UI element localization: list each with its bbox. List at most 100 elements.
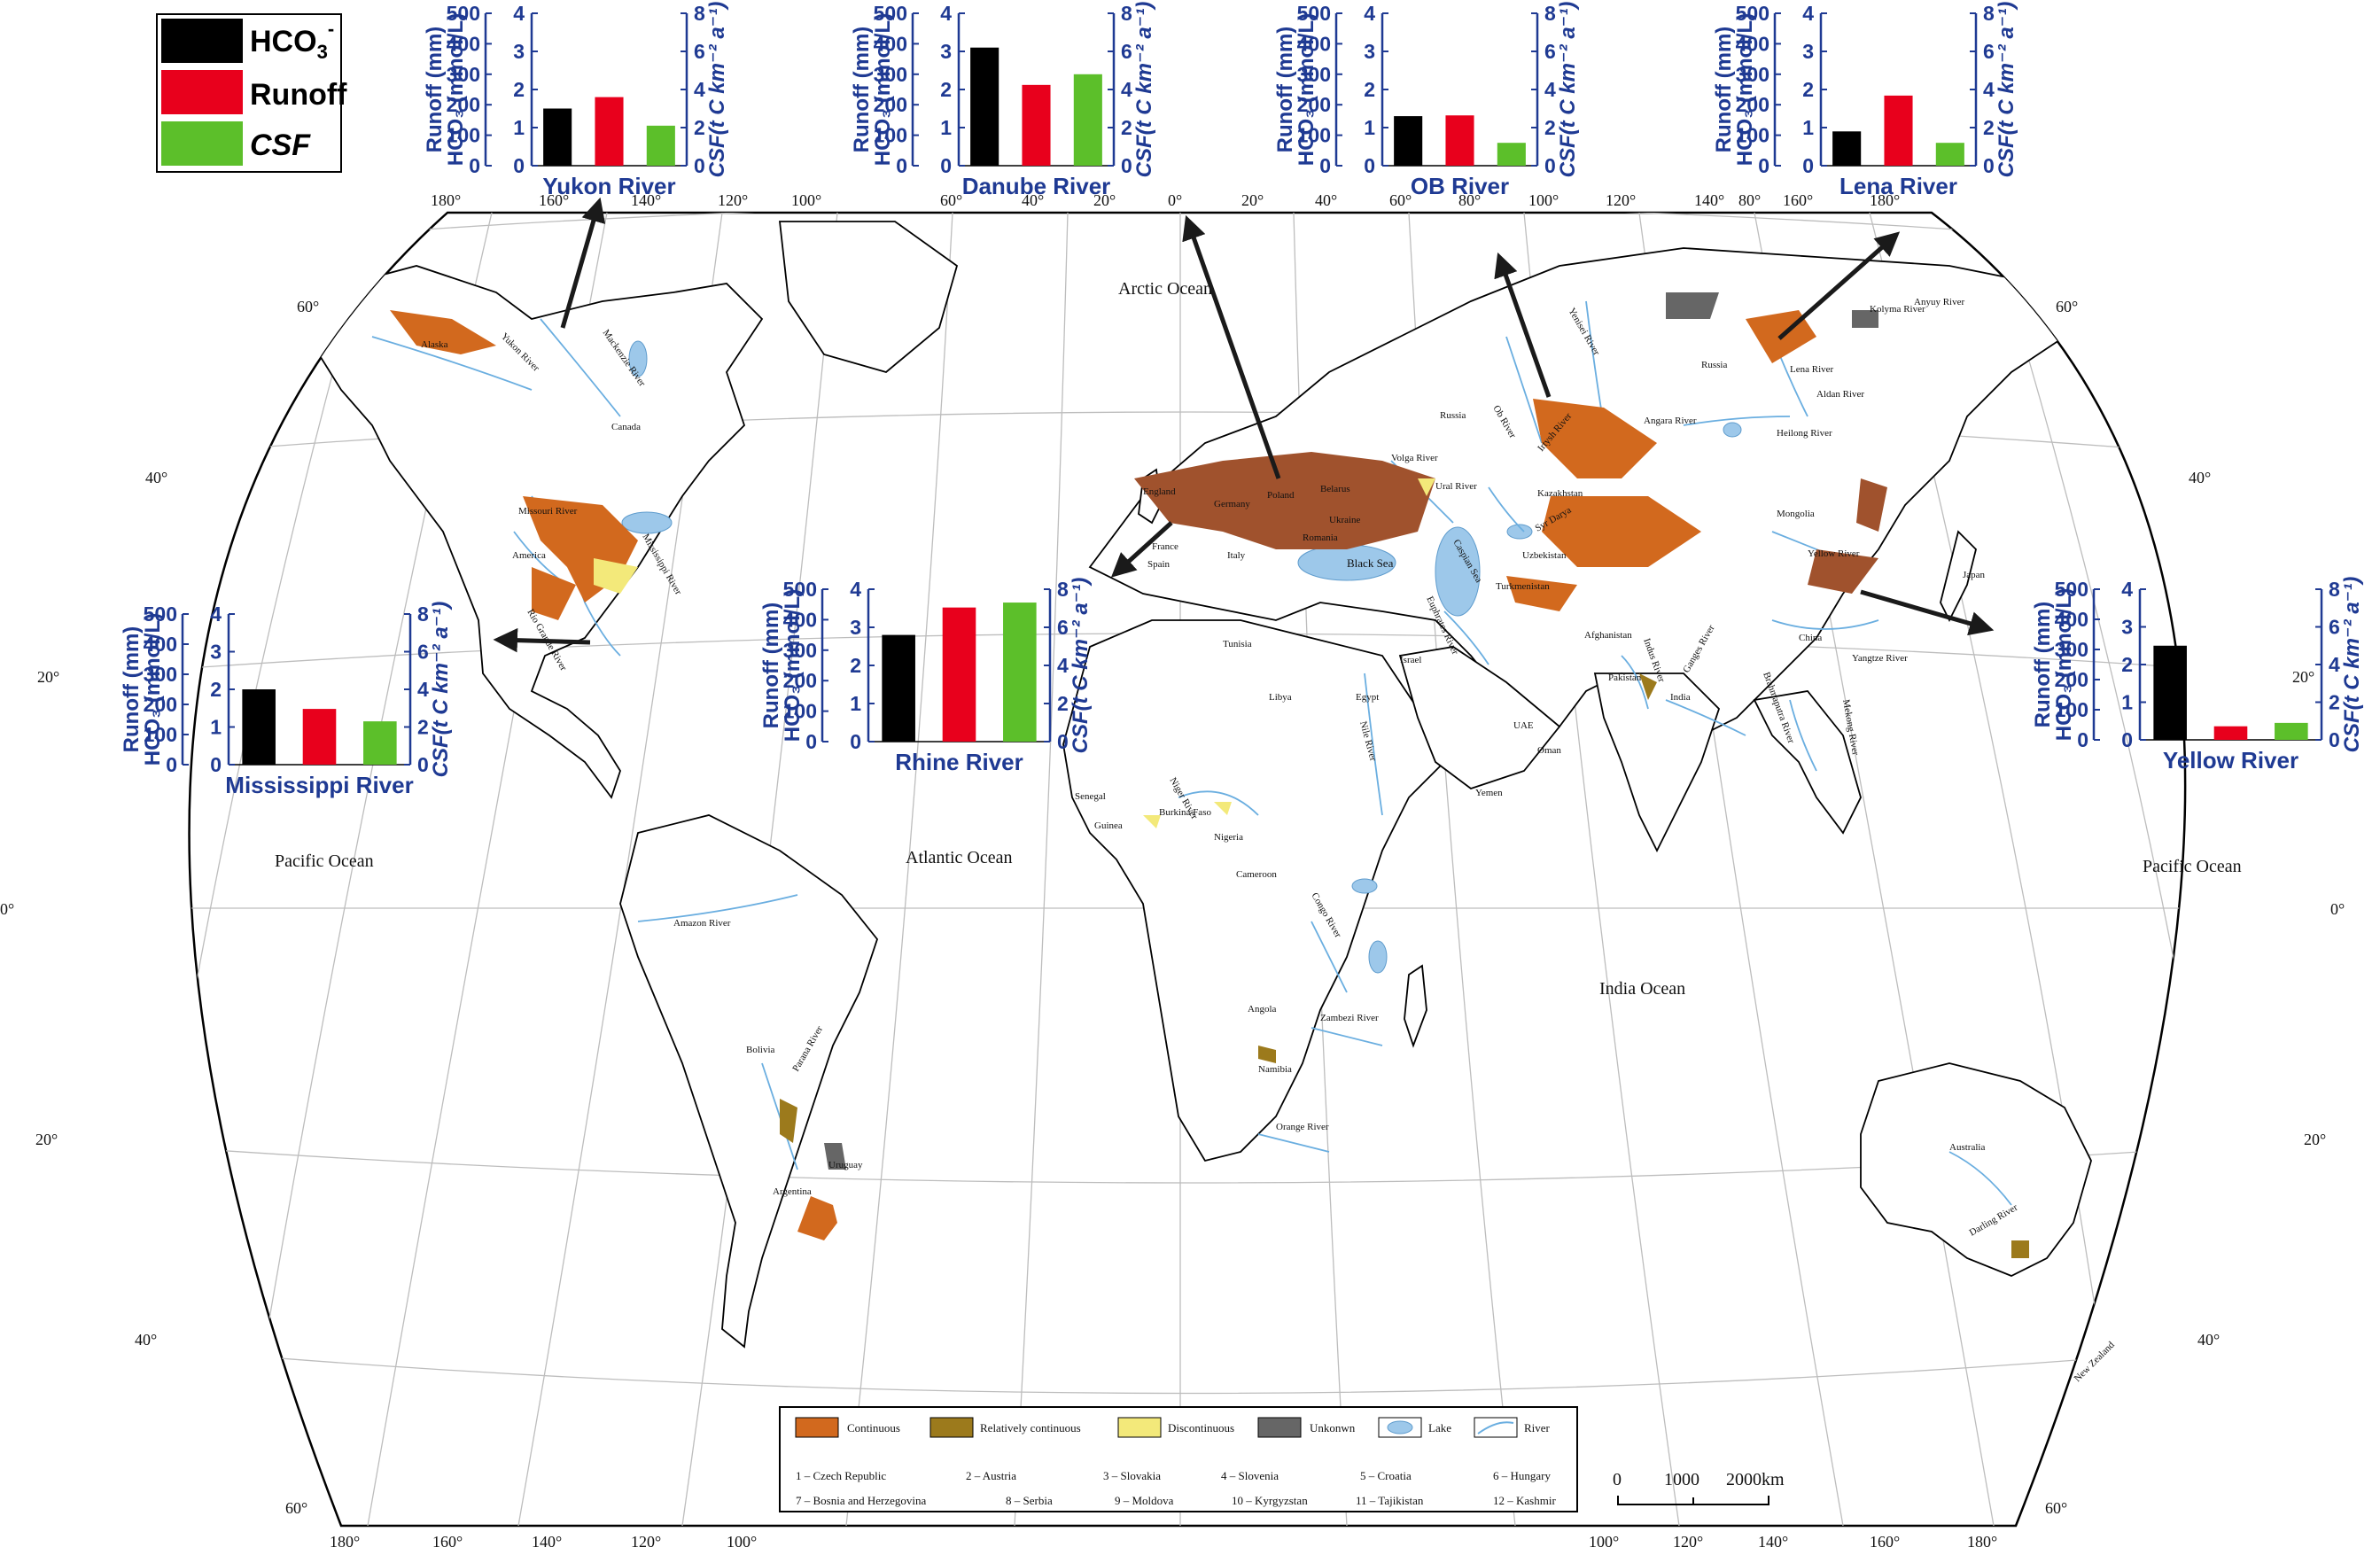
bottom-lon-label: 120° [631, 1533, 661, 1551]
greenland-outline [778, 221, 959, 373]
hco3-tick-label: 2 [1364, 78, 1375, 101]
hco3-tick-label: 0 [1364, 154, 1375, 177]
hco3-tick-label: 2 [1802, 78, 1814, 101]
runoff-tick-label: 200 [783, 669, 817, 692]
csf-tick-label: 6 [1121, 40, 1132, 63]
hco3-tick-label: 3 [210, 641, 222, 664]
runoff-tick-label: 400 [874, 32, 907, 55]
runoff-tick-label: 0 [1319, 154, 1331, 177]
scale-tick-0: 0 [1613, 1470, 1622, 1489]
label-germany: Germany [1214, 499, 1250, 509]
arrow-danube [1182, 214, 1281, 479]
ocean-labels: Arctic Ocean Pacific Ocean Atlantic Ocea… [275, 279, 2242, 999]
bottom-lon-label: 100° [1589, 1533, 1619, 1551]
arrow-mississippi [493, 627, 591, 653]
southeast-asia-outline [1753, 690, 1862, 835]
north-america-outline [291, 265, 764, 799]
runoff-tick-label: 100 [2055, 698, 2088, 721]
bar-csf [363, 721, 397, 765]
bar-runoff [1884, 95, 1913, 166]
left-lat-label: 0° [0, 900, 14, 918]
chart-ob-river: 0 100 200 300 400 500 0 1 2 3 4 0 2 4 6 8 Runoff (mm)HCO… [1273, 2, 1580, 199]
callout-arrows [493, 197, 1995, 653]
label-turkmenistan: Turkmenistan [1496, 581, 1550, 592]
csf-tick-label: 0 [1544, 154, 1556, 177]
label-libya: Libya [1269, 692, 1292, 703]
hco3-axis-title: HCO₃ (mmol/L) [871, 13, 895, 166]
label-black-sea: Black Sea [1347, 556, 1394, 570]
chart-rhine-river: 0 100 200 300 400 500 0 1 2 3 4 0 2 4 6 8 Runoff (mm)HCO… [759, 578, 1093, 775]
chart-lena-river: 0 100 200 300 400 500 0 1 2 3 4 0 2 4 6 8 Runoff (mm)HCO… [1712, 2, 2018, 199]
chart-mississippi-river: 0 100 200 300 400 500 0 1 2 3 4 0 2 4 6 8 Runoff (mm)HCO… [120, 602, 453, 798]
legend-river-swatch [1474, 1417, 1518, 1438]
runoff-tick-label: 0 [469, 154, 480, 177]
right-lat-label: 20° [2304, 1131, 2326, 1148]
bar-csf [1497, 143, 1526, 166]
runoff-tick-label: 300 [447, 63, 480, 86]
csf-tick-label: 2 [417, 716, 429, 739]
bar-runoff [2213, 726, 2248, 740]
runoff-tick-label: 100 [1736, 124, 1769, 147]
label-poland: Poland [1267, 490, 1295, 501]
legend-relatively-continuous-label: Relatively continuous [980, 1421, 1081, 1434]
hco3-tick-label: 2 [940, 78, 952, 101]
runoff-tick-label: 300 [144, 663, 177, 686]
bar-runoff [942, 607, 976, 742]
hco3-tick-label: 3 [1364, 40, 1375, 63]
india-outline [1593, 673, 1721, 853]
top-lon-label: 60° [1389, 191, 1412, 209]
south-america-outline [619, 814, 879, 1349]
hco3-tick-label: 4 [513, 2, 525, 25]
csf-tick-label: 8 [694, 2, 705, 25]
runoff-tick-label: 400 [1736, 32, 1769, 55]
top-lon-label: 80° [1738, 191, 1761, 209]
label-pacific-ocean-east: Pacific Ocean [2143, 857, 2242, 876]
water-bodies [621, 340, 1742, 974]
csf-tick-label: 0 [1057, 730, 1069, 753]
scale-bar-line [1617, 1496, 1769, 1505]
runoff-tick-label: 300 [2055, 638, 2088, 661]
runoff-axis-title: Runoff (mm) [120, 626, 144, 753]
legend-label-runoff: Runoff [250, 78, 347, 112]
left-lat-label: 20° [37, 668, 59, 686]
top-lon-label: 20° [1093, 191, 1116, 209]
runoff-tick-label: 0 [166, 753, 177, 776]
top-lon-label: 160° [1783, 191, 1813, 209]
top-lon-label: 140° [1694, 191, 1724, 209]
csf-tick-label: 4 [1983, 78, 1995, 101]
label-ukraine: Ukraine [1329, 515, 1361, 525]
bar-hco3 [970, 47, 999, 167]
japan-outline [1940, 530, 1977, 623]
label-argentina: Argentina [773, 1186, 812, 1197]
legend-discontinuous-swatch [1117, 1417, 1162, 1438]
label-spain: Spain [1147, 559, 1171, 570]
label-pakistan: Pakistan [1608, 673, 1642, 683]
right-lat-label: 40° [2189, 469, 2211, 486]
label-russia-west: Russia [1440, 410, 1466, 421]
top-lon-label: 180° [431, 191, 461, 209]
label-cameroon: Cameroon [1236, 869, 1277, 880]
left-lat-label: 40° [145, 469, 167, 486]
label-canada: Canada [611, 422, 641, 432]
africa-outline [1062, 619, 1446, 1162]
hco3-tick-label: 3 [940, 40, 952, 63]
hco3-tick-label: 1 [2121, 691, 2133, 714]
csf-tick-label: 6 [694, 40, 705, 63]
hco3-tick-label: 2 [513, 78, 525, 101]
hco3-tick-label: 4 [2121, 578, 2133, 601]
top-lon-label: 120° [718, 191, 748, 209]
arrow-lena [1777, 231, 1901, 340]
hco3-tick-label: 2 [2121, 653, 2133, 676]
top-lon-label: 40° [1022, 191, 1044, 209]
runoff-tick-label: 500 [874, 2, 907, 25]
label-kazakhstan: Kazakhstan [1537, 488, 1583, 499]
legend-country-6: 6 – Hungary [1493, 1469, 1551, 1482]
label-yemen: Yemen [1475, 788, 1503, 798]
map-legend: Continuous Relatively continuous Discont… [779, 1406, 1578, 1512]
label-india-ocean: India Ocean [1599, 979, 1685, 999]
left-lat-label: 40° [135, 1331, 157, 1349]
bottom-lon-label: 180° [330, 1533, 360, 1551]
bar-csf [646, 125, 675, 166]
label-burkina-faso: Burkina Faso [1159, 807, 1211, 818]
runoff-tick-label: 500 [1736, 2, 1769, 25]
